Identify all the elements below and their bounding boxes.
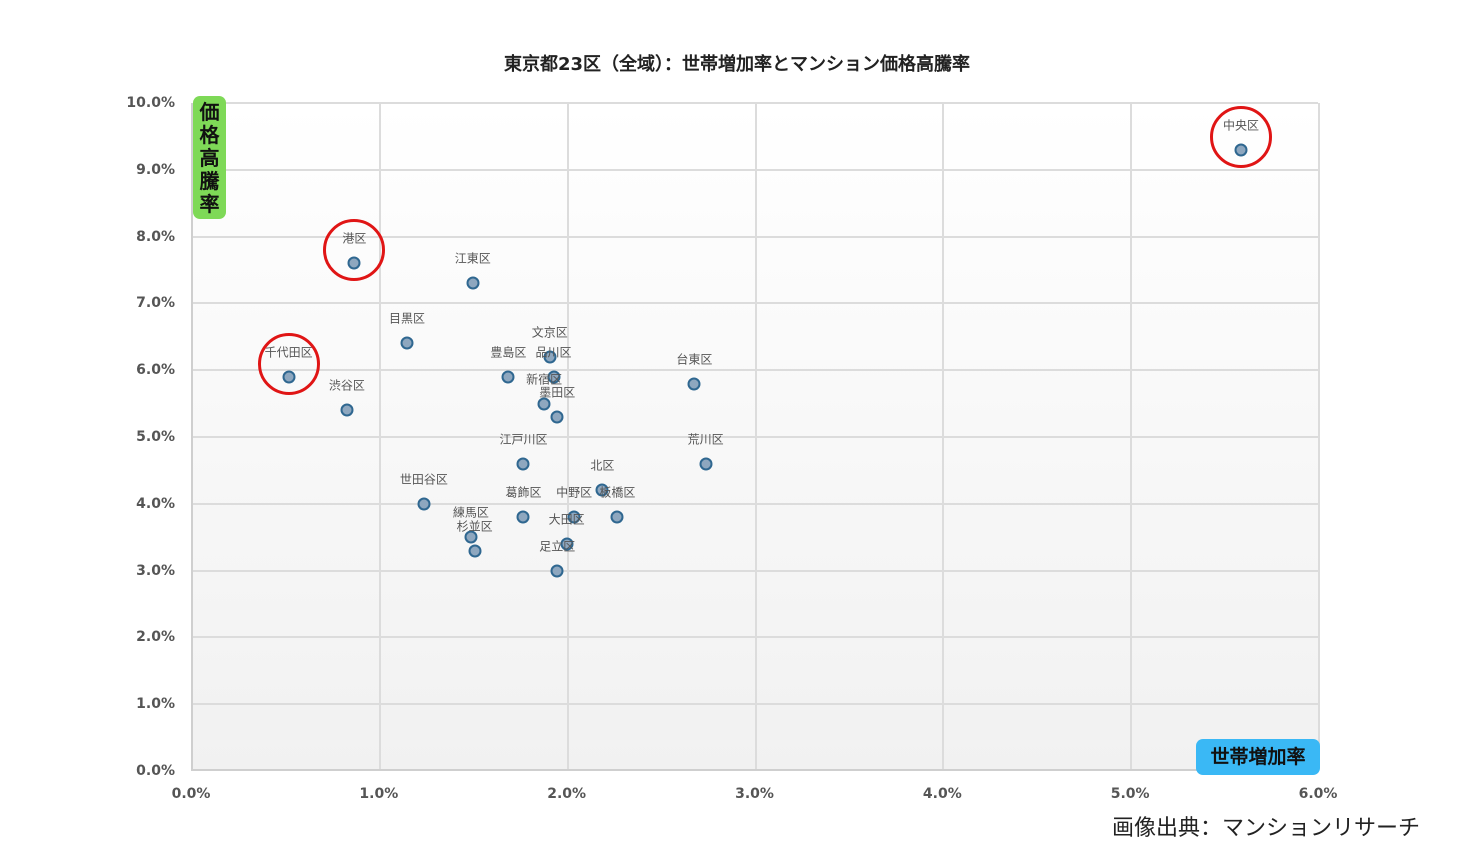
data-point-label: 新宿区 xyxy=(526,372,563,387)
x-tick-label: 2.0% xyxy=(547,786,587,802)
data-point-label: 渋谷区 xyxy=(328,378,365,393)
x-tick-label: 1.0% xyxy=(359,786,399,802)
data-point xyxy=(464,530,478,544)
data-point-label: 足立区 xyxy=(539,539,576,554)
y-badge-char: 格 xyxy=(199,123,220,147)
data-point xyxy=(501,370,515,384)
gridline-vertical xyxy=(942,103,945,769)
data-point xyxy=(550,564,564,578)
y-badge-char: 率 xyxy=(199,192,220,216)
data-point xyxy=(537,397,551,411)
data-point xyxy=(417,497,431,511)
highlight-circle xyxy=(1209,105,1272,168)
y-tick-label: 9.0% xyxy=(136,161,175,178)
y-tick-label: 3.0% xyxy=(136,562,175,579)
highlight-circle xyxy=(323,219,386,282)
data-point xyxy=(687,377,701,391)
data-point-label: 文京区 xyxy=(531,325,568,340)
gridline-vertical xyxy=(1318,103,1320,769)
x-tick-label: 5.0% xyxy=(1110,786,1150,802)
gridline-vertical xyxy=(378,103,381,769)
y-tick-label: 6.0% xyxy=(136,362,175,379)
data-point-label: 葛飾区 xyxy=(505,485,542,500)
data-point xyxy=(547,370,561,384)
y-tick-label: 2.0% xyxy=(136,629,175,646)
data-point xyxy=(400,336,414,350)
gridline-vertical xyxy=(1130,103,1133,769)
data-point xyxy=(466,276,480,290)
data-point xyxy=(516,457,530,471)
y-tick-label: 4.0% xyxy=(136,495,175,512)
data-point-label: 江東区 xyxy=(454,251,491,266)
y-tick-label: 10.0% xyxy=(126,95,175,111)
data-point-label: 中野区 xyxy=(556,485,593,500)
highlight-circle xyxy=(257,332,320,395)
y-tick-label: 1.0% xyxy=(136,696,175,713)
data-point xyxy=(468,544,482,558)
gridline-vertical xyxy=(754,103,757,769)
data-point xyxy=(610,510,624,524)
data-point-label: 世田谷区 xyxy=(399,472,448,487)
chart-title: 東京都23区（全域）：世帯増加率とマンション価格高騰率 xyxy=(503,54,971,75)
data-point xyxy=(543,350,557,364)
data-point-label: 大田区 xyxy=(548,512,585,527)
plot-area xyxy=(191,102,1320,771)
x-tick-label: 3.0% xyxy=(735,786,774,802)
data-point-label: 北区 xyxy=(590,458,615,473)
y-badge-char: 騰 xyxy=(199,169,220,193)
y-tick-label: 7.0% xyxy=(136,295,175,312)
data-point xyxy=(595,483,609,497)
y-badge-char: 高 xyxy=(199,146,220,170)
data-point xyxy=(340,403,354,417)
data-point xyxy=(567,510,581,524)
y-badge-char: 価 xyxy=(199,100,220,124)
y-tick-label: 8.0% xyxy=(136,228,175,245)
x-tick-label: 4.0% xyxy=(922,786,962,802)
y-axis-badge: 価 格 高 騰 率 xyxy=(193,96,226,219)
data-point xyxy=(699,457,713,471)
data-point-label: 江戸川区 xyxy=(499,432,548,447)
y-tick-label: 0.0% xyxy=(136,763,175,779)
data-point-label: 杉並区 xyxy=(456,519,493,534)
y-tick-label: 5.0% xyxy=(136,429,175,445)
x-tick-label: 6.0% xyxy=(1298,786,1338,802)
x-tick-label: 0.0% xyxy=(171,786,211,802)
gridline-vertical xyxy=(566,103,569,769)
data-point-label: 豊島区 xyxy=(490,345,527,360)
data-point-label: 荒川区 xyxy=(687,432,724,447)
data-point xyxy=(550,410,564,424)
data-point-label: 台東区 xyxy=(676,352,713,367)
data-point-label: 墨田区 xyxy=(539,385,576,400)
data-point-label: 品川区 xyxy=(535,345,572,360)
data-point-label: 板橋区 xyxy=(599,485,636,500)
data-point xyxy=(560,537,574,551)
data-point xyxy=(516,510,530,524)
x-axis-badge: 世帯増加率 xyxy=(1196,739,1320,775)
data-point-label: 目黒区 xyxy=(388,311,426,326)
image-source: 画像出典：マンションリサーチ xyxy=(1112,816,1421,841)
data-point-label: 練馬区 xyxy=(452,505,489,520)
